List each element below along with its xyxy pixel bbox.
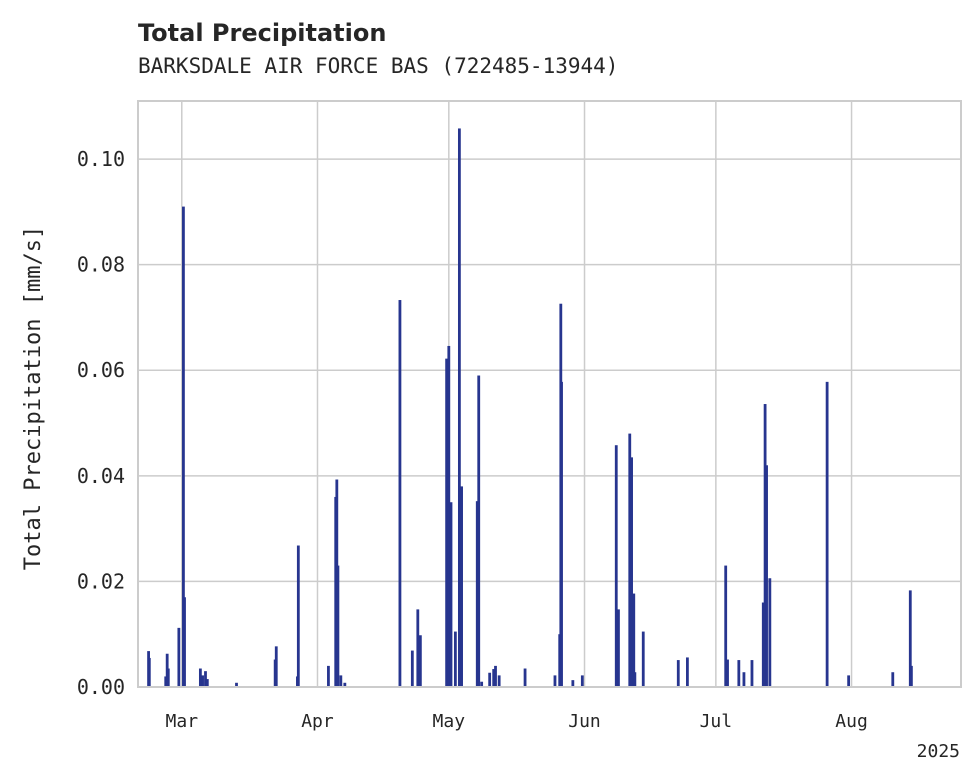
precipitation-bar [177, 627, 181, 687]
y-tick-label: 0.10 [77, 147, 125, 171]
precipitation-bar [166, 668, 170, 687]
y-tick-label: 0.08 [77, 253, 125, 277]
precipitation-bar [847, 675, 851, 687]
x-tick-label: Aug [835, 711, 868, 732]
y-axis-ticks: 0.00 0.02 0.04 0.06 0.08 0.10 [77, 147, 125, 699]
precipitation-bar [724, 565, 728, 687]
precipitation-bar [891, 672, 895, 687]
precipitation-bar [460, 486, 463, 687]
precipitation-bar [641, 631, 645, 687]
precipitation-bar [416, 609, 420, 687]
precipitation-bar [336, 565, 340, 687]
precipitation-bar [523, 668, 527, 687]
precipitation-bar [617, 609, 620, 687]
precipitation-bar [204, 671, 207, 687]
precipitation-bar [628, 433, 632, 687]
precipitation-bar [198, 668, 202, 687]
precipitation-bar [449, 502, 453, 687]
precipitation-bar [825, 381, 829, 687]
precipitation-bar [908, 590, 912, 687]
precipitation-bar [768, 578, 772, 687]
precipitation-bar [410, 650, 414, 687]
precipitation-bar [750, 660, 754, 687]
x-axis-ticks: Mar Apr May Jun Jul Aug [166, 711, 868, 732]
precipitation-bar [475, 501, 479, 687]
precipitation-bar [497, 675, 501, 687]
precipitation-bar [632, 593, 636, 687]
precipitation-bar [571, 680, 575, 687]
y-tick-label: 0.00 [77, 675, 125, 699]
precipitation-bar [343, 682, 347, 687]
precipitation-bar [676, 660, 680, 687]
precipitation-bar [201, 675, 204, 687]
precipitation-bar [453, 631, 457, 687]
precipitation-bar [763, 404, 767, 687]
precipitation-bar [742, 672, 746, 687]
grid-lines [138, 101, 961, 688]
precipitation-bars [147, 128, 913, 687]
y-tick-label: 0.06 [77, 358, 125, 382]
plot-area-frame [137, 100, 962, 688]
x-tick-label: Apr [301, 711, 334, 732]
precipitation-bar [447, 345, 451, 687]
precipitation-bar [445, 358, 449, 687]
precipitation-bar [553, 675, 557, 687]
y-tick-label: 0.04 [77, 464, 125, 488]
precipitation-bar [477, 375, 481, 687]
precipitation-bar [418, 635, 422, 687]
chart-title: Total Precipitation [138, 19, 386, 47]
precipitation-bar [480, 681, 484, 687]
x-axis-year-label: 2025 [917, 741, 960, 762]
precipitation-bar [560, 381, 563, 687]
precipitation-bar [183, 597, 186, 687]
precipitation-bar [398, 300, 402, 687]
precipitation-bar [909, 665, 913, 687]
precipitation-bar [633, 672, 637, 687]
precipitation-bar [182, 206, 185, 687]
precipitation-bar [457, 128, 461, 687]
precipitation-bar [327, 665, 330, 687]
precipitation-bar [726, 659, 729, 687]
precipitation-bar [686, 657, 689, 687]
x-tick-label: May [433, 711, 466, 732]
precipitation-bar [235, 682, 238, 687]
precipitation-bar [630, 457, 633, 687]
x-tick-label: Jul [700, 711, 733, 732]
y-tick-label: 0.02 [77, 569, 125, 593]
precipitation-bar [164, 676, 168, 687]
precipitation-bar [765, 465, 768, 687]
precipitation-bar [494, 665, 497, 687]
precipitation-bar [580, 675, 584, 687]
precipitation-bar [205, 679, 209, 687]
x-tick-label: Mar [166, 711, 199, 732]
precipitation-bar [339, 675, 343, 687]
chart-subtitle: BARKSDALE AIR FORCE BAS (722485-13944) [138, 54, 618, 78]
precipitation-bar [296, 545, 300, 687]
precipitation-bar [737, 660, 741, 687]
precipitation-bar [492, 669, 496, 687]
precipitation-bar [761, 602, 765, 687]
precipitation-bar [488, 672, 492, 687]
x-tick-label: Jun [568, 711, 601, 732]
y-axis-label: Total Precipitation [mm/s] [21, 226, 46, 570]
precipitation-bar [147, 657, 151, 687]
precipitation-bar [274, 646, 278, 687]
precipitation-bar [614, 445, 618, 687]
